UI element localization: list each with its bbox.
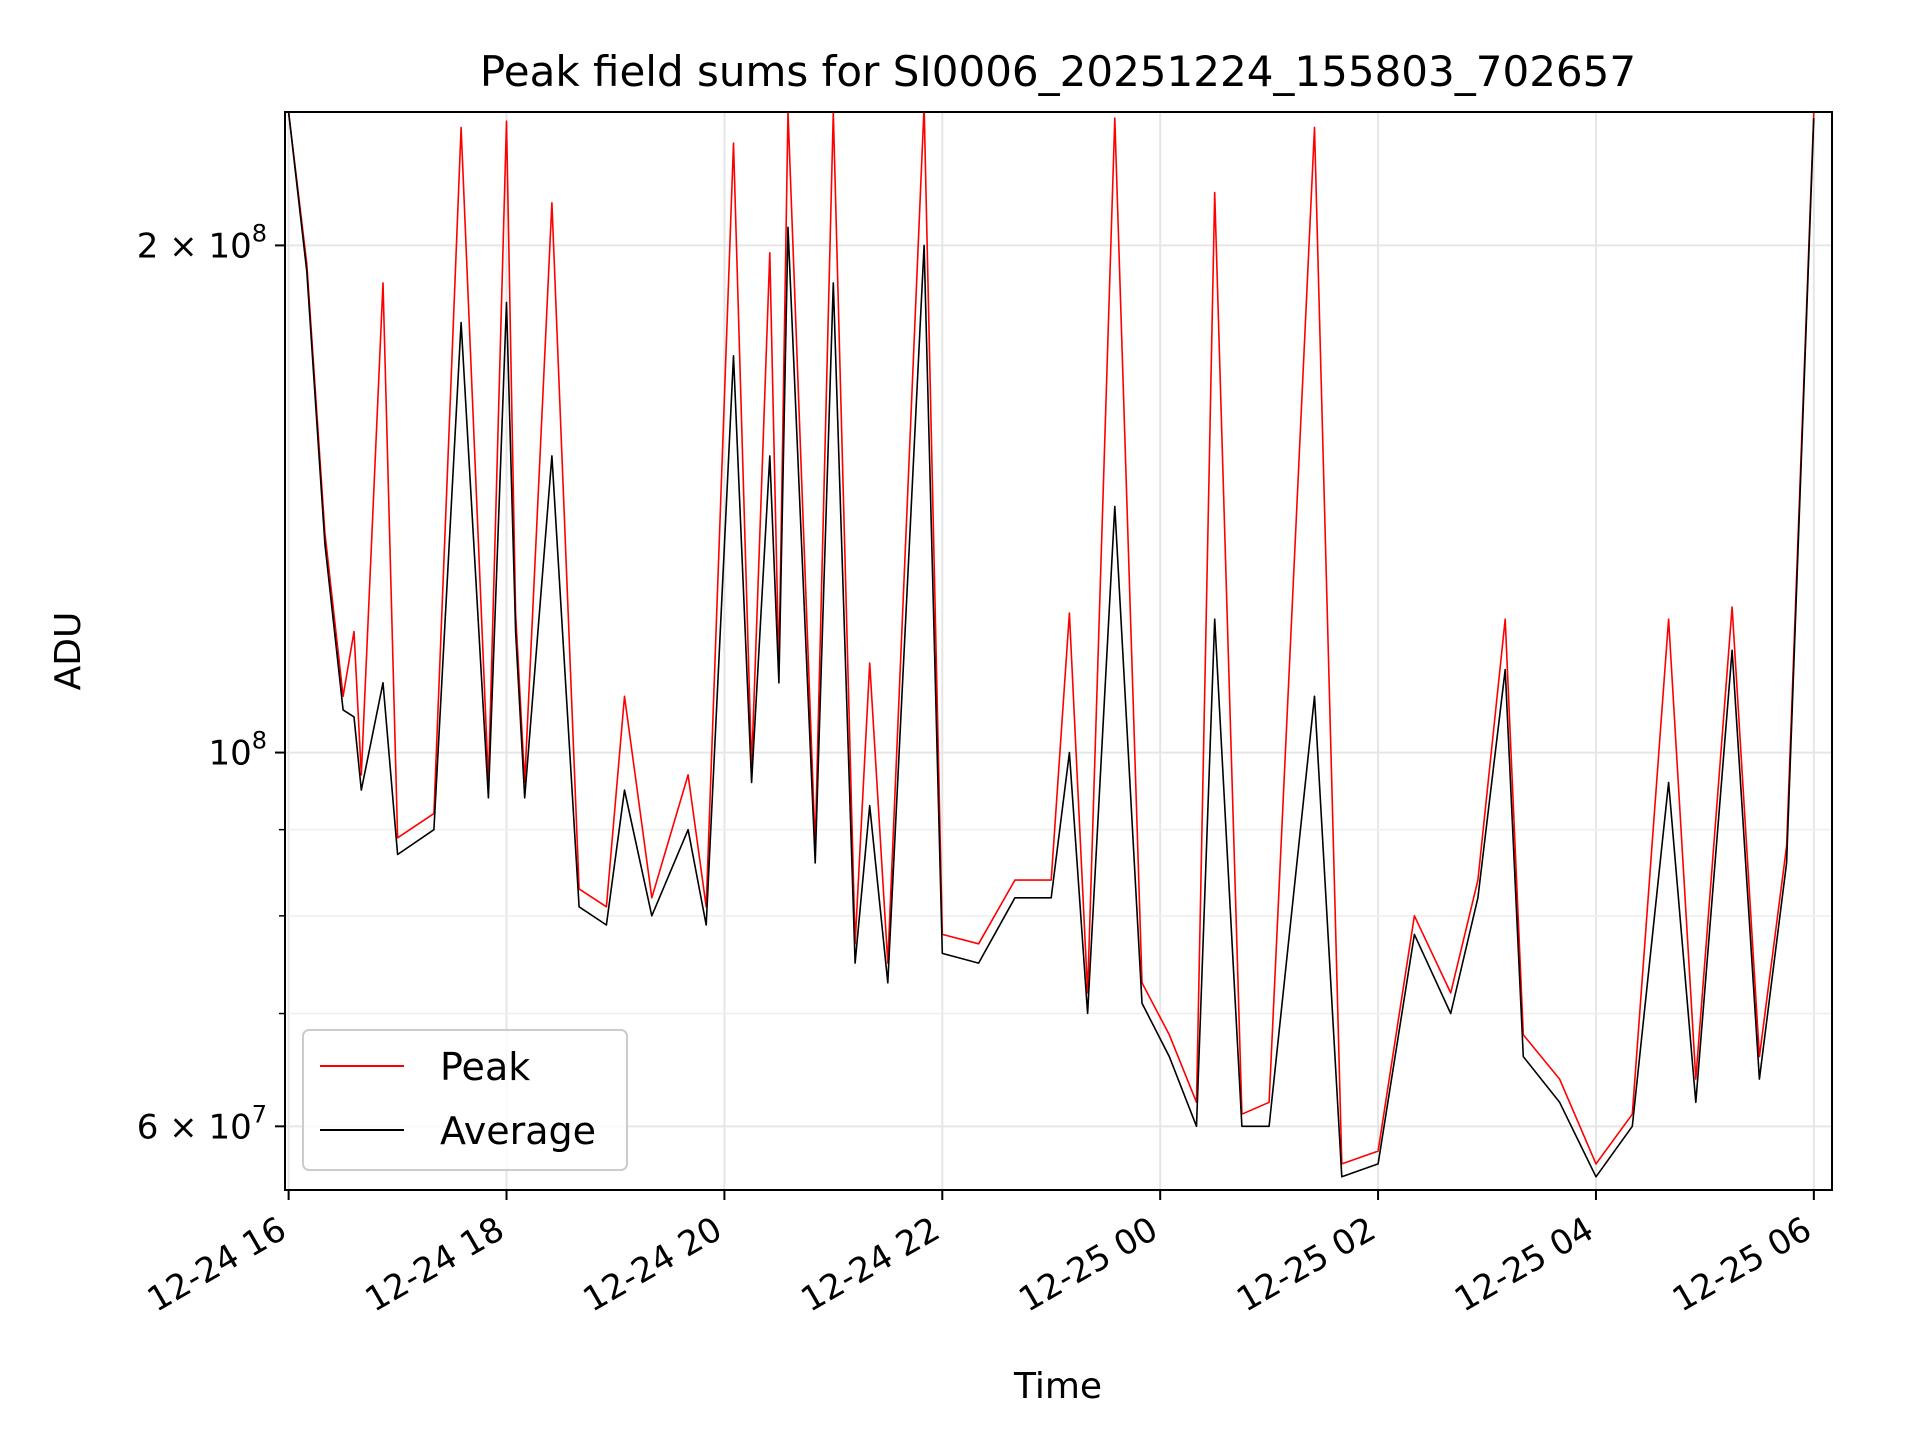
chart-title: Peak field sums for SI0006_20251224_1558…	[480, 47, 1636, 96]
series-line-peak	[287, 112, 1815, 1165]
series-line-average	[287, 112, 1815, 1178]
y-tick-label: 2 × 108	[137, 219, 267, 266]
y-tick-label: 108	[208, 727, 267, 774]
legend-peak-label: Peak	[440, 1045, 530, 1089]
y-axis-label: ADU	[48, 612, 89, 691]
x-axis-label: Time	[1013, 1366, 1102, 1407]
series-layer	[287, 112, 1815, 1178]
legend-average-label: Average	[440, 1109, 596, 1153]
y-tick-label: 6 × 107	[137, 1100, 267, 1147]
plot-frame	[284, 111, 1833, 1191]
y-axis: 6 × 107 108 2 × 108	[137, 219, 285, 1147]
legend: Peak Average	[302, 1029, 628, 1171]
